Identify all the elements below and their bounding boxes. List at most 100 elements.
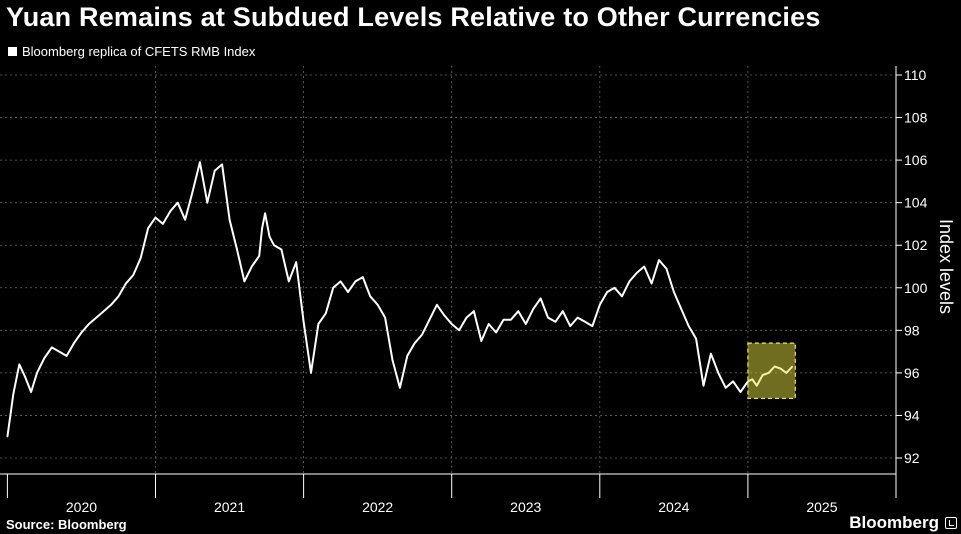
data-point (66, 355, 68, 357)
data-point (458, 329, 460, 331)
data-point (310, 372, 312, 374)
data-point (436, 304, 438, 306)
data-point (510, 319, 512, 321)
data-point (756, 385, 758, 387)
data-point (169, 210, 171, 212)
data-point (406, 355, 408, 357)
data-point (251, 265, 253, 268)
data-point (480, 340, 482, 342)
data-point (517, 310, 519, 312)
data-point (147, 227, 149, 229)
data-point (132, 274, 134, 276)
data-point (184, 219, 186, 221)
data-point (117, 295, 120, 297)
data-point (261, 227, 263, 229)
data-point (58, 351, 60, 353)
data-point (162, 223, 164, 225)
data-point (695, 338, 697, 340)
data-point (264, 212, 266, 214)
data-point (747, 380, 749, 382)
data-point (428, 319, 431, 321)
data-point (562, 310, 564, 312)
x-tick-label: 2023 (510, 499, 541, 515)
data-point (628, 280, 631, 282)
data-point (377, 304, 379, 306)
data-point (773, 365, 776, 368)
y-tick-label: 92 (904, 450, 920, 466)
source-label: Source: Bloomberg (6, 517, 127, 532)
data-point (30, 391, 32, 393)
y-tick-label: 106 (904, 152, 928, 168)
x-tick-label: 2022 (362, 499, 393, 515)
x-tick-label: 2021 (214, 499, 245, 515)
data-point (465, 316, 468, 319)
chart-title: Yuan Remains at Subdued Levels Relative … (6, 2, 821, 32)
data-point (421, 333, 423, 336)
data-point (532, 308, 534, 310)
y-tick-label: 102 (904, 237, 928, 253)
data-point (317, 323, 320, 325)
data-point (110, 304, 112, 306)
data-point (384, 316, 386, 319)
data-point (614, 287, 616, 289)
data-point (199, 161, 201, 163)
data-point (24, 376, 26, 378)
data-point (243, 280, 245, 282)
data-point (665, 268, 668, 270)
data-point (791, 365, 793, 368)
data-point (295, 261, 297, 263)
data-point (599, 304, 601, 306)
brand-logo: Bloomberg (849, 513, 939, 532)
data-point (591, 325, 593, 327)
data-point (103, 310, 105, 312)
data-point (710, 353, 712, 355)
data-point (206, 202, 208, 204)
data-point (236, 248, 238, 251)
data-point (214, 170, 216, 172)
data-point (268, 236, 271, 238)
data-point (6, 436, 9, 438)
legend-label: Bloomberg replica of CFETS RMB Index (22, 44, 256, 59)
data-point (451, 323, 453, 325)
data-point (73, 342, 75, 344)
data-point (732, 380, 734, 382)
data-point (12, 393, 14, 395)
data-point (725, 387, 727, 389)
data-point (347, 291, 349, 293)
data-point (680, 308, 682, 310)
data-point (488, 323, 490, 325)
data-point (414, 342, 416, 344)
data-point (258, 255, 260, 257)
data-point (369, 295, 371, 297)
data-point (554, 321, 556, 323)
data-point (80, 331, 83, 334)
data-point (768, 372, 770, 374)
data-point (332, 287, 334, 289)
series-line (6, 161, 749, 437)
y-tick-label: 110 (904, 67, 927, 83)
data-point (525, 323, 527, 325)
data-point (177, 202, 179, 204)
data-point (651, 282, 653, 285)
data-point (140, 257, 142, 259)
data-point (340, 280, 342, 282)
data-point (18, 363, 20, 365)
data-point (502, 319, 505, 321)
data-point (739, 391, 742, 393)
data-point (228, 219, 231, 221)
data-point (688, 325, 690, 327)
data-point (576, 316, 579, 319)
data-point (779, 368, 782, 370)
data-point (547, 316, 549, 319)
y-tick-label: 96 (904, 365, 920, 381)
data-point (51, 346, 53, 348)
data-point (621, 295, 623, 297)
data-point (36, 372, 38, 374)
x-tick-label: 2024 (658, 499, 689, 515)
y-tick-label: 100 (904, 280, 928, 296)
data-point (221, 163, 223, 165)
data-point (673, 291, 675, 293)
data-point (762, 374, 764, 376)
data-point (702, 385, 705, 387)
